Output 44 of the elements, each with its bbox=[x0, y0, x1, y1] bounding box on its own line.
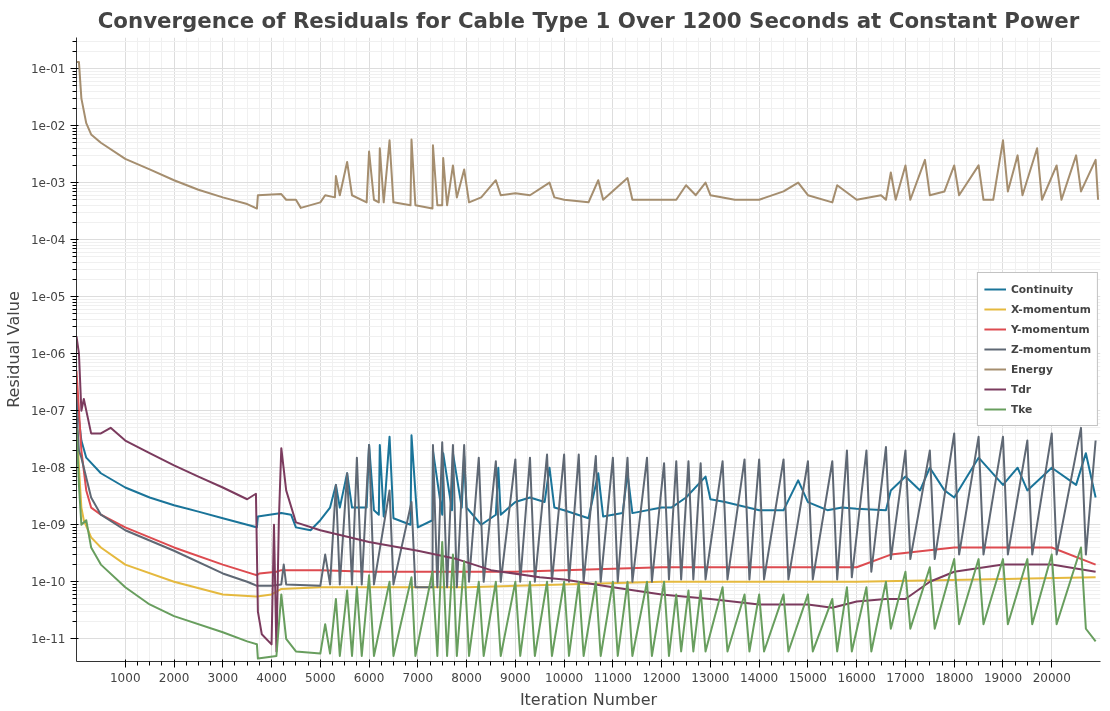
legend-label: Z-momentum bbox=[1010, 342, 1091, 356]
y-tick-label: 1e-11 bbox=[30, 632, 66, 647]
x-tick-label: 14000 bbox=[740, 670, 779, 685]
legend-label: Y-momentum bbox=[1010, 322, 1090, 336]
x-tick-label: 2000 bbox=[158, 670, 190, 685]
legend-label: Tke bbox=[1010, 402, 1033, 416]
x-tick-label: 5000 bbox=[305, 670, 336, 685]
y-tick-label: 1e-07 bbox=[30, 404, 66, 419]
x-tick-label: 4000 bbox=[256, 670, 287, 685]
x-tick-label: 17000 bbox=[886, 670, 925, 685]
y-tick-label: 1e-10 bbox=[30, 575, 66, 590]
y-tick-label: 1e-09 bbox=[30, 518, 66, 533]
x-tick-label: 1000 bbox=[109, 670, 141, 685]
x-tick-label: 12000 bbox=[642, 670, 681, 685]
x-tick-label: 8000 bbox=[451, 670, 482, 685]
x-axis-title: Iteration Number bbox=[519, 689, 658, 709]
x-tick-label: 9000 bbox=[500, 670, 531, 685]
legend-label: X-momentum bbox=[1010, 302, 1091, 316]
x-tick-label: 19000 bbox=[983, 670, 1023, 685]
line-series bbox=[76, 61, 1100, 210]
x-tick-label: 6000 bbox=[353, 670, 385, 685]
legend-label: Tdr bbox=[1010, 382, 1032, 396]
y-tick-label: 1e-03 bbox=[30, 176, 66, 191]
y-tick-label: 1e-02 bbox=[30, 119, 66, 134]
x-tick-label: 16000 bbox=[837, 670, 876, 685]
x-tick-label: 18000 bbox=[935, 670, 974, 685]
legend-label: Continuity bbox=[1010, 282, 1074, 296]
x-tick-label: 11000 bbox=[593, 670, 632, 685]
y-tick-label: 1e-05 bbox=[30, 290, 66, 305]
y-tick-label: 1e-01 bbox=[30, 62, 66, 77]
x-tick-label: 20000 bbox=[1032, 670, 1071, 685]
chart-title: Convergence of Residuals for Cable Type 1 Over 1200 Seconds at Constant Power bbox=[97, 7, 1080, 33]
x-tick-label: 15000 bbox=[788, 670, 828, 685]
x-tick-label: 3000 bbox=[207, 670, 239, 685]
y-axis-title: Residual Value bbox=[3, 291, 23, 408]
x-tick-label: 10000 bbox=[545, 670, 584, 685]
y-tick-label: 1e-08 bbox=[30, 461, 66, 476]
legend-label: Energy bbox=[1010, 362, 1053, 376]
x-tick-label: 7000 bbox=[402, 670, 434, 685]
line-series bbox=[76, 335, 1097, 653]
line-series bbox=[76, 426, 1097, 660]
x-tick-label: 13000 bbox=[691, 670, 730, 685]
y-tick-label: 1e-06 bbox=[30, 347, 66, 362]
y-tick-label: 1e-04 bbox=[30, 233, 66, 248]
